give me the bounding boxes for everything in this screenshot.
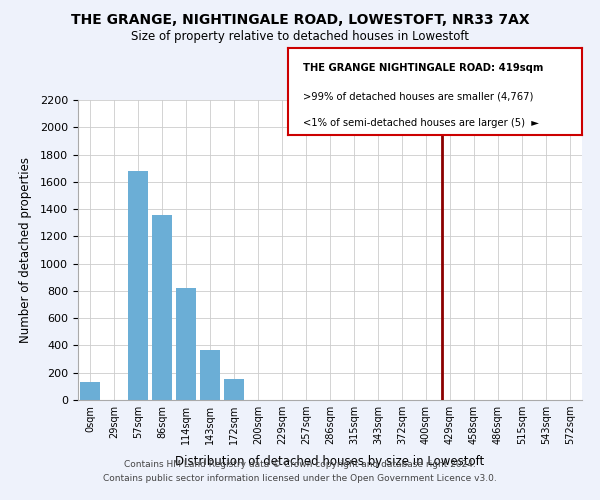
Text: Contains public sector information licensed under the Open Government Licence v3: Contains public sector information licen… bbox=[103, 474, 497, 483]
X-axis label: Distribution of detached houses by size in Lowestoft: Distribution of detached houses by size … bbox=[175, 456, 485, 468]
Bar bbox=[224, 379, 244, 400]
Bar bbox=[200, 350, 220, 400]
Y-axis label: Number of detached properties: Number of detached properties bbox=[19, 157, 32, 343]
Text: >99% of detached houses are smaller (4,767): >99% of detached houses are smaller (4,7… bbox=[303, 91, 533, 101]
Text: Contains HM Land Registry data © Crown copyright and database right 2024.: Contains HM Land Registry data © Crown c… bbox=[124, 460, 476, 469]
Bar bbox=[152, 214, 172, 400]
Bar bbox=[128, 171, 148, 400]
Text: THE GRANGE, NIGHTINGALE ROAD, LOWESTOFT, NR33 7AX: THE GRANGE, NIGHTINGALE ROAD, LOWESTOFT,… bbox=[71, 12, 529, 26]
Bar bbox=[176, 288, 196, 400]
Text: Size of property relative to detached houses in Lowestoft: Size of property relative to detached ho… bbox=[131, 30, 469, 43]
Bar bbox=[80, 382, 100, 400]
Text: THE GRANGE NIGHTINGALE ROAD: 419sqm: THE GRANGE NIGHTINGALE ROAD: 419sqm bbox=[303, 63, 543, 73]
Text: <1% of semi-detached houses are larger (5)  ►: <1% of semi-detached houses are larger (… bbox=[303, 118, 539, 128]
